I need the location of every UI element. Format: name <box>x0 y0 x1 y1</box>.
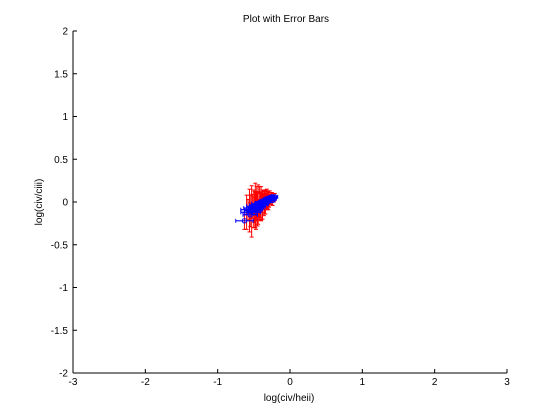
y-tick-label: -2 <box>59 369 68 380</box>
x-tick-label: -3 <box>69 377 78 388</box>
data-layer <box>235 182 279 238</box>
data-point <box>265 198 271 204</box>
y-tick-label: 1.5 <box>54 69 68 80</box>
y-tick-label: 1 <box>62 112 68 123</box>
x-tick-label: 2 <box>432 377 438 388</box>
data-point <box>247 212 253 218</box>
x-tick-label: -1 <box>213 377 222 388</box>
x-tick-label: 1 <box>360 377 366 388</box>
y-axis-title: log(civ/ciii) <box>34 179 45 226</box>
y-tick-label: 2 <box>62 27 68 38</box>
data-point <box>272 194 278 200</box>
x-tick-label: 3 <box>504 377 510 388</box>
data-point <box>258 203 264 209</box>
data-point <box>253 207 259 214</box>
x-tick-label: 0 <box>287 377 293 388</box>
y-tick-label: -1 <box>59 283 68 294</box>
chart-title: Plot with Error Bars <box>243 14 329 25</box>
y-tick-label: -0.5 <box>51 240 69 251</box>
axes: -3 -2 -1 0 1 2 3-2-1.5-1-0.500.511.52 <box>51 27 510 389</box>
y-tick-label: 0 <box>62 198 68 209</box>
y-tick-label: 0.5 <box>54 155 68 166</box>
x-axis-title: log(civ/heii) <box>264 393 315 404</box>
x-tick-label: -2 <box>141 377 150 388</box>
y-tick-label: -1.5 <box>51 326 69 337</box>
data-point <box>261 201 268 207</box>
data-point <box>241 218 248 224</box>
